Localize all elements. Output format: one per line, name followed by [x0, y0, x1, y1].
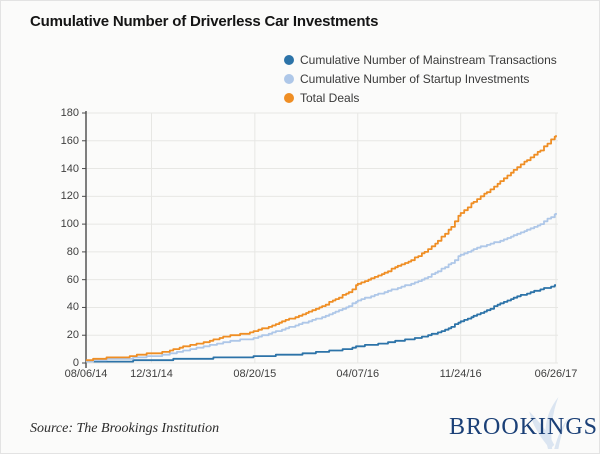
- brookings-wordmark: BROOKINGS: [449, 414, 599, 440]
- x-tick-label: 06/26/17: [534, 368, 578, 380]
- y-tick-label: 160: [60, 134, 79, 147]
- legend-label: Cumulative Number of Mainstream Transact…: [300, 52, 557, 67]
- source-note: Source: The Brookings Institution: [30, 421, 220, 436]
- y-tick-label: 0: [72, 357, 79, 369]
- quill-watermark-icon: [529, 397, 569, 449]
- y-tick-label: 60: [66, 273, 79, 286]
- series-line-cumulative-number-of-startup-investments: [86, 213, 557, 363]
- y-tick-label: 120: [60, 190, 79, 203]
- brookings-logo: BROOKINGS: [449, 397, 597, 452]
- legend-swatch-icon: [284, 92, 294, 103]
- page-title: Cumulative Number of Driverless Car Inve…: [30, 13, 379, 30]
- legend-swatch-icon: [284, 73, 294, 84]
- x-tick-label: 12/31/14: [130, 368, 173, 380]
- x-tick-label: 08/06/14: [64, 368, 108, 380]
- legend-item[interactable]: Total Deals: [284, 88, 557, 107]
- legend-item[interactable]: Cumulative Number of Startup Investments: [284, 69, 557, 88]
- legend-item[interactable]: Cumulative Number of Mainstream Transact…: [284, 50, 557, 69]
- chart-plot-area: [82, 111, 558, 368]
- x-tick-label: 04/07/16: [336, 368, 380, 380]
- legend-label: Total Deals: [300, 90, 360, 105]
- y-tick-label: 80: [66, 245, 79, 258]
- y-tick-label: 100: [60, 218, 79, 231]
- y-tick-label: 180: [60, 107, 79, 119]
- y-tick-label: 20: [66, 329, 79, 342]
- series-line-total-deals: [86, 135, 557, 362]
- x-tick-label: 08/20/15: [233, 368, 277, 380]
- y-tick-label: 40: [66, 301, 79, 314]
- chart-legend: Cumulative Number of Mainstream Transact…: [284, 50, 557, 107]
- legend-swatch-icon: [284, 54, 294, 65]
- legend-label: Cumulative Number of Startup Investments: [300, 71, 530, 86]
- x-tick-label: 11/24/16: [439, 368, 482, 380]
- y-tick-label: 140: [60, 162, 79, 175]
- series-line-cumulative-number-of-mainstream-transactions: [86, 284, 556, 363]
